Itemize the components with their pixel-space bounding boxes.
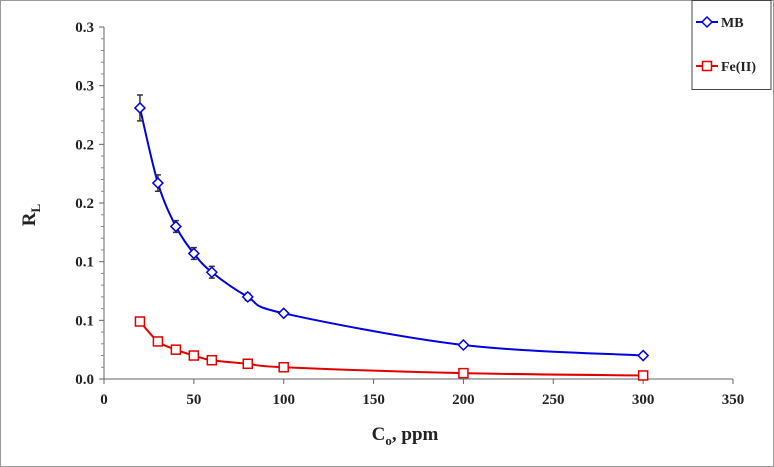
y-tick-label: 0.1	[75, 313, 94, 329]
x-axis-label: Co, ppm	[372, 424, 439, 448]
data-point	[206, 354, 218, 366]
data-point	[134, 316, 146, 327]
legend-box	[691, 0, 772, 90]
x-label-sub: o	[385, 433, 392, 448]
y-tick-label: 0.2	[75, 196, 94, 212]
data-point	[187, 247, 200, 260]
x-tick-label: 200	[452, 392, 475, 408]
x-tick-label: 350	[722, 392, 745, 408]
data-point	[458, 367, 469, 379]
y-tick-label: 0.3	[75, 20, 94, 36]
y-tick-label: 0.2	[75, 137, 94, 153]
y-label-main: R	[19, 212, 40, 226]
x-label-main: C	[372, 424, 386, 445]
data-point	[637, 349, 650, 362]
x-tick-label: 150	[362, 392, 385, 408]
data-point	[457, 338, 470, 352]
y-tick-label: 0.1	[75, 255, 94, 271]
data-point	[242, 358, 254, 369]
x-label-rest: , ppm	[392, 424, 439, 445]
legend-marker	[700, 15, 714, 29]
x-tick-label: 0	[100, 392, 108, 408]
data-point	[188, 350, 200, 361]
y-tick-label: 0.3	[75, 79, 94, 95]
data-point	[151, 176, 164, 190]
data-point	[205, 266, 218, 279]
y-label-sub: L	[28, 203, 43, 212]
x-tick-label: 50	[186, 392, 201, 408]
data-point	[637, 370, 649, 381]
x-tick-label: 250	[542, 392, 565, 408]
data-point	[170, 344, 182, 355]
data-point	[241, 290, 254, 303]
data-point	[277, 307, 290, 320]
data-point	[169, 220, 182, 233]
x-tick-label: 300	[632, 392, 655, 408]
legend-label: MB	[721, 16, 744, 31]
data-point	[152, 336, 164, 347]
y-tick-label: 0.0	[75, 372, 94, 388]
y-axis-label: RL	[19, 203, 43, 226]
x-tick-label: 100	[272, 392, 295, 408]
legend-label: Fe(II)	[721, 60, 756, 75]
data-point	[133, 101, 147, 115]
data-point	[278, 362, 289, 373]
legend-marker	[701, 60, 713, 72]
